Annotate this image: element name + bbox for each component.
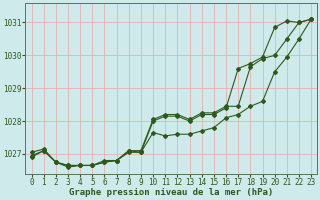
X-axis label: Graphe pression niveau de la mer (hPa): Graphe pression niveau de la mer (hPa)	[69, 188, 274, 197]
